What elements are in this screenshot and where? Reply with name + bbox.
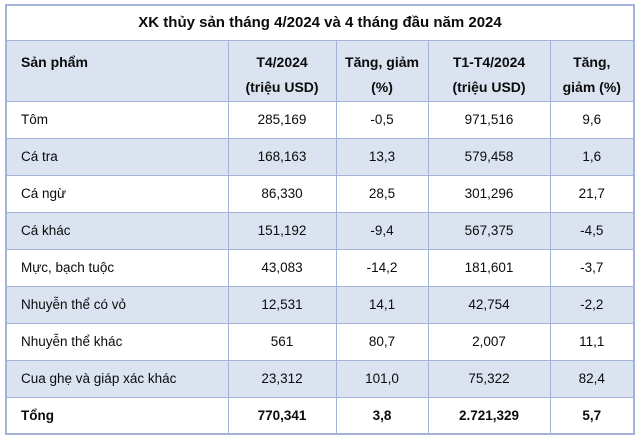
cell-t1t4-value: 75,322 <box>427 359 551 398</box>
cell-t1t4-value: 181,601 <box>427 248 551 287</box>
header-t4-value: T4/2024 (triệu USD) <box>227 39 337 102</box>
cell-t4-change: -0,5 <box>335 100 429 139</box>
cell-t1t4-value: 971,516 <box>427 100 551 139</box>
cell-product: Nhuyễn thể khác <box>5 322 229 361</box>
cell-t4-change: 28,5 <box>335 174 429 213</box>
cell-t4-change: -9,4 <box>335 211 429 250</box>
cell-product: Cua ghẹ và giáp xác khác <box>5 359 229 398</box>
table-row-nhuyen-the-co-vo: Nhuyễn thể có vỏ 12,531 14,1 42,754 -2,2 <box>5 285 635 324</box>
cell-t1t4-change: -4,5 <box>549 211 635 250</box>
cell-t4-change: 80,7 <box>335 322 429 361</box>
cell-t4-change: 14,1 <box>335 285 429 324</box>
header-t1t4-change-line2: giảm (%) <box>562 78 621 95</box>
table-total-row: Tổng 770,341 3,8 2.721,329 5,7 <box>5 396 635 435</box>
table-row-muc-bach-tuoc: Mực, bạch tuộc 43,083 -14,2 181,601 -3,7 <box>5 248 635 287</box>
header-product: Sản phẩm <box>5 39 229 102</box>
table-row-tom: Tôm 285,169 -0,5 971,516 9,6 <box>5 100 635 139</box>
table-row-ca-khac: Cá khác 151,192 -9,4 567,375 -4,5 <box>5 211 635 250</box>
seafood-export-table: XK thủy sản tháng 4/2024 và 4 tháng đầu … <box>5 4 636 435</box>
cell-t1t4-change: 82,4 <box>549 359 635 398</box>
cell-t1t4-value: 579,458 <box>427 137 551 176</box>
cell-t4-value: 23,312 <box>227 359 337 398</box>
cell-t1t4-value: 42,754 <box>427 285 551 324</box>
cell-t4-change: 101,0 <box>335 359 429 398</box>
cell-product: Tôm <box>5 100 229 139</box>
table-row-cua-ghe: Cua ghẹ và giáp xác khác 23,312 101,0 75… <box>5 359 635 398</box>
header-product-label: Sản phẩm <box>21 53 88 70</box>
cell-t1t4-change: 9,6 <box>549 100 635 139</box>
cell-t4-value: 285,169 <box>227 100 337 139</box>
cell-total-t1t4-change: 5,7 <box>549 396 635 435</box>
cell-t1t4-change: -3,7 <box>549 248 635 287</box>
header-t1t4-change-line1: Tăng, <box>573 53 611 70</box>
header-t1t4-change: Tăng, giảm (%) <box>549 39 635 102</box>
header-t1t4-value: T1-T4/2024 (triệu USD) <box>427 39 551 102</box>
table-row-ca-tra: Cá tra 168,163 13,3 579,458 1,6 <box>5 137 635 176</box>
header-t4-change-line1: Tăng, giảm <box>345 53 419 70</box>
cell-t4-value: 168,163 <box>227 137 337 176</box>
table-header-row: Sản phẩm T4/2024 (triệu USD) Tăng, giảm … <box>5 39 635 102</box>
cell-product: Nhuyễn thể có vỏ <box>5 285 229 324</box>
header-t4-value-line2: (triệu USD) <box>245 78 319 95</box>
cell-t1t4-value: 2,007 <box>427 322 551 361</box>
table-row-ca-ngu: Cá ngừ 86,330 28,5 301,296 21,7 <box>5 174 635 213</box>
header-t4-change-line2: (%) <box>371 78 393 95</box>
cell-t4-change: 13,3 <box>335 137 429 176</box>
cell-t1t4-value: 567,375 <box>427 211 551 250</box>
cell-total-label: Tổng <box>5 396 229 435</box>
cell-t4-value: 12,531 <box>227 285 337 324</box>
cell-t1t4-change: 21,7 <box>549 174 635 213</box>
cell-t4-value: 561 <box>227 322 337 361</box>
cell-product: Cá tra <box>5 137 229 176</box>
cell-product: Mực, bạch tuộc <box>5 248 229 287</box>
table-row-nhuyen-the-khac: Nhuyễn thể khác 561 80,7 2,007 11,1 <box>5 322 635 361</box>
table-title: XK thủy sản tháng 4/2024 và 4 tháng đầu … <box>5 4 635 41</box>
header-t4-value-line1: T4/2024 <box>256 53 308 70</box>
cell-t1t4-change: -2,2 <box>549 285 635 324</box>
table-title-row: XK thủy sản tháng 4/2024 và 4 tháng đầu … <box>5 4 635 41</box>
cell-t4-value: 151,192 <box>227 211 337 250</box>
header-t1t4-value-line2: (triệu USD) <box>452 78 526 95</box>
cell-total-t4-value: 770,341 <box>227 396 337 435</box>
header-t4-change: Tăng, giảm (%) <box>335 39 429 102</box>
cell-total-t4-change: 3,8 <box>335 396 429 435</box>
cell-t1t4-change: 1,6 <box>549 137 635 176</box>
cell-t1t4-change: 11,1 <box>549 322 635 361</box>
cell-t4-value: 43,083 <box>227 248 337 287</box>
cell-product: Cá khác <box>5 211 229 250</box>
cell-t4-change: -14,2 <box>335 248 429 287</box>
cell-t4-value: 86,330 <box>227 174 337 213</box>
cell-product: Cá ngừ <box>5 174 229 213</box>
cell-t1t4-value: 301,296 <box>427 174 551 213</box>
cell-total-t1t4-value: 2.721,329 <box>427 396 551 435</box>
header-t1t4-value-line1: T1-T4/2024 <box>452 53 526 70</box>
